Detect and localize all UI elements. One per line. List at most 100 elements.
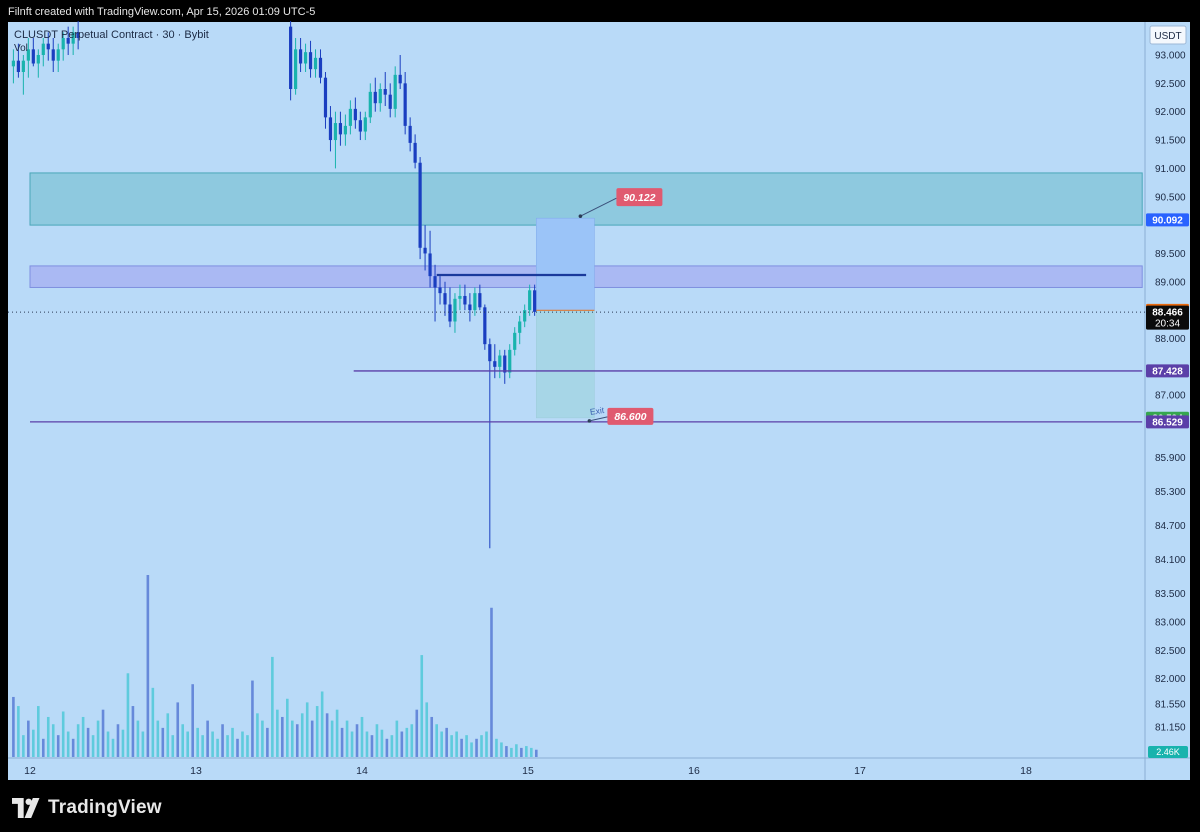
candle-body <box>16 60 20 73</box>
volume-bar <box>355 724 359 757</box>
volume-bar <box>41 738 45 757</box>
y-tick-label: 83.500 <box>1155 589 1186 600</box>
lines-layer[interactable] <box>8 273 1145 423</box>
volume-bar <box>191 684 194 757</box>
candle-body <box>413 142 417 163</box>
volume-bar <box>241 731 244 757</box>
volume-layer <box>12 575 538 757</box>
x-tick-label: 17 <box>854 765 866 777</box>
position-tool[interactable] <box>536 217 595 419</box>
volume-bar <box>151 687 155 757</box>
volume-bar <box>345 720 349 757</box>
candle-body <box>323 77 328 118</box>
target-price-tag <box>616 188 663 207</box>
y-tick-label: 85.300 <box>1155 487 1186 498</box>
stop-callout-leader <box>589 416 608 422</box>
candle-body <box>333 123 338 141</box>
position-stop-zone[interactable] <box>536 310 595 419</box>
x-tick-label: 16 <box>688 765 700 777</box>
volume-bar <box>460 738 463 757</box>
volume-bar <box>216 738 219 757</box>
volume-bar <box>290 720 294 757</box>
volume-bar <box>17 706 20 757</box>
volume-bar <box>330 720 334 757</box>
volume-bar <box>500 742 503 757</box>
volume-bar <box>161 727 165 757</box>
labels-layer: 90.122 Exit 86.600 <box>578 188 663 425</box>
position-target-zone[interactable] <box>536 217 595 311</box>
y-tick-label: 89.500 <box>1155 249 1186 260</box>
volume-bar <box>56 735 60 757</box>
volume-bar <box>530 747 533 757</box>
volume-bar <box>221 724 224 757</box>
candle-body <box>11 60 15 67</box>
y-tick-label: 91.000 <box>1155 164 1186 175</box>
y-tick-label: 92.000 <box>1155 107 1186 118</box>
volume-bar <box>226 735 229 757</box>
volume-bar <box>300 713 304 757</box>
volume-bar <box>81 716 85 757</box>
candle-body <box>36 55 40 64</box>
volume-bar <box>390 735 394 757</box>
volume-bar <box>27 720 30 757</box>
x-tick-label: 12 <box>24 765 36 777</box>
volume-bar <box>465 735 468 757</box>
x-tick-label: 13 <box>190 765 202 777</box>
volume-bar <box>211 731 214 757</box>
volume-bar <box>305 702 309 757</box>
candle-body <box>448 304 452 322</box>
volume-bar <box>141 731 145 757</box>
exit-label: Exit <box>589 405 605 417</box>
volume-bar <box>96 720 100 757</box>
volume-bar <box>276 709 279 757</box>
volume-bar <box>271 656 274 757</box>
volume-bar <box>315 706 319 757</box>
volume-bar <box>71 738 75 757</box>
volume-bar <box>66 731 70 757</box>
volume-bar <box>320 691 324 757</box>
candle-body <box>61 37 65 50</box>
y-tick-label: 81.150 <box>1155 722 1186 733</box>
candle-body <box>423 247 427 254</box>
volume-bar <box>121 729 125 757</box>
stop-price-tag <box>607 407 654 425</box>
volume-bar <box>196 727 199 757</box>
chart-caption: Filnft created with TradingView.com, Apr… <box>8 6 316 18</box>
candle-body <box>51 49 55 61</box>
currency-button[interactable] <box>1149 25 1187 45</box>
candle-body <box>528 290 532 311</box>
volume-bar <box>261 720 264 757</box>
candle-body <box>46 43 50 50</box>
volume-bar <box>350 731 354 757</box>
volume-bar <box>425 702 429 757</box>
volume-bar <box>206 720 209 757</box>
volume-bar <box>22 735 25 757</box>
volume-bar <box>281 716 284 757</box>
volume-bar <box>295 724 299 757</box>
candle-body <box>433 276 437 288</box>
candle-body <box>373 91 377 104</box>
candle-body <box>318 57 323 78</box>
volume-bar <box>171 735 175 757</box>
volume-bar <box>375 724 379 757</box>
y-tick-label: 87.000 <box>1155 391 1186 402</box>
tradingview-logo-icon <box>12 798 40 818</box>
y-tick-label: 82.000 <box>1155 674 1186 685</box>
volume-badge-label: 2.46K <box>1156 747 1180 757</box>
candle-body <box>533 290 537 312</box>
candle-body <box>473 293 477 311</box>
candle-body <box>468 304 472 311</box>
volume-bar <box>420 655 424 757</box>
y-tick-label: 91.500 <box>1155 136 1186 147</box>
tradingview-wordmark: TradingView <box>48 797 162 818</box>
candle-body <box>403 83 407 126</box>
currency-label: USDT <box>1154 31 1181 42</box>
y-tick-label: 82.500 <box>1155 646 1186 657</box>
volume-bar <box>266 727 269 757</box>
y-tick-label: 89.000 <box>1155 277 1186 288</box>
x-tick-label: 15 <box>522 765 534 777</box>
price-badge-label: 86.529 <box>1152 417 1183 428</box>
candle-body <box>338 123 343 135</box>
candle-body <box>388 94 392 109</box>
